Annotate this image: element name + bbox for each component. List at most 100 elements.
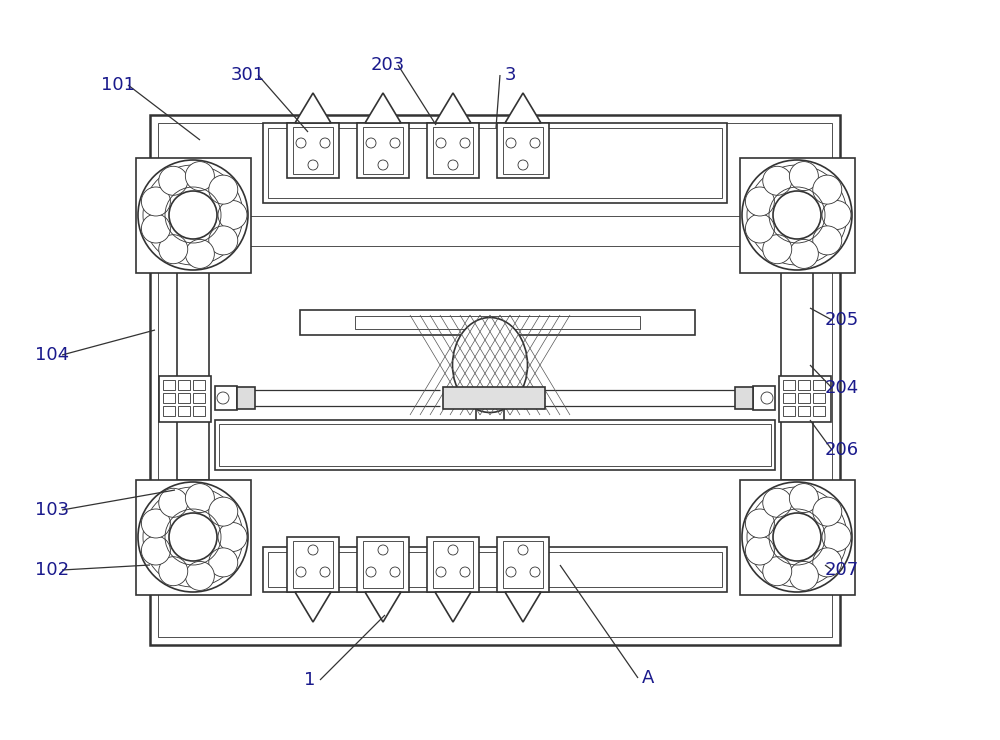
Circle shape bbox=[813, 548, 842, 577]
Bar bbox=[427, 537, 479, 592]
Bar bbox=[781, 272, 813, 480]
Circle shape bbox=[518, 160, 528, 170]
Circle shape bbox=[218, 522, 247, 551]
Bar bbox=[268, 552, 722, 587]
Bar bbox=[163, 406, 175, 416]
Bar bbox=[193, 380, 205, 390]
Bar bbox=[813, 380, 825, 390]
Circle shape bbox=[209, 175, 238, 204]
Circle shape bbox=[530, 138, 540, 148]
Circle shape bbox=[789, 562, 818, 591]
Bar bbox=[357, 123, 409, 178]
Text: 206: 206 bbox=[825, 441, 859, 459]
Text: 1: 1 bbox=[304, 671, 316, 689]
Circle shape bbox=[308, 160, 318, 170]
Bar bbox=[237, 387, 255, 409]
Circle shape bbox=[185, 562, 214, 591]
Bar bbox=[158, 216, 832, 246]
Text: 204: 204 bbox=[825, 379, 859, 397]
Bar bbox=[503, 541, 543, 588]
Bar bbox=[357, 537, 409, 592]
Bar bbox=[268, 128, 722, 198]
Bar bbox=[159, 376, 211, 422]
Bar bbox=[177, 272, 209, 480]
Circle shape bbox=[448, 545, 458, 555]
Circle shape bbox=[159, 488, 188, 517]
Circle shape bbox=[378, 545, 388, 555]
Circle shape bbox=[141, 536, 170, 565]
Circle shape bbox=[366, 567, 376, 577]
Circle shape bbox=[813, 175, 842, 204]
Circle shape bbox=[813, 226, 842, 255]
Polygon shape bbox=[435, 592, 471, 622]
Circle shape bbox=[763, 556, 792, 585]
Bar bbox=[427, 123, 479, 178]
Text: 102: 102 bbox=[35, 561, 69, 579]
Circle shape bbox=[159, 166, 188, 195]
Circle shape bbox=[448, 160, 458, 170]
Circle shape bbox=[460, 567, 470, 577]
Text: 301: 301 bbox=[231, 66, 265, 84]
Circle shape bbox=[320, 138, 330, 148]
Bar bbox=[497, 123, 549, 178]
Circle shape bbox=[763, 166, 792, 195]
Bar bbox=[740, 480, 855, 595]
Bar bbox=[219, 424, 771, 466]
Bar bbox=[293, 541, 333, 588]
Bar bbox=[193, 406, 205, 416]
Circle shape bbox=[518, 545, 528, 555]
Bar bbox=[136, 158, 251, 273]
Ellipse shape bbox=[452, 317, 528, 412]
Bar bbox=[783, 380, 795, 390]
Bar bbox=[215, 386, 237, 410]
Circle shape bbox=[378, 160, 388, 170]
Circle shape bbox=[745, 187, 774, 216]
Bar bbox=[813, 393, 825, 403]
Circle shape bbox=[745, 536, 774, 565]
Bar bbox=[287, 537, 339, 592]
Text: 3: 3 bbox=[504, 66, 516, 84]
Circle shape bbox=[436, 567, 446, 577]
Circle shape bbox=[141, 509, 170, 538]
Polygon shape bbox=[435, 93, 471, 123]
Bar bbox=[783, 393, 795, 403]
Bar bbox=[163, 380, 175, 390]
Circle shape bbox=[169, 513, 217, 561]
Circle shape bbox=[436, 138, 446, 148]
Text: 205: 205 bbox=[825, 311, 859, 329]
Circle shape bbox=[141, 214, 170, 243]
Bar bbox=[503, 127, 543, 174]
Bar bbox=[813, 406, 825, 416]
Circle shape bbox=[390, 567, 400, 577]
Circle shape bbox=[773, 191, 821, 239]
Circle shape bbox=[822, 201, 851, 229]
Circle shape bbox=[218, 201, 247, 229]
Circle shape bbox=[138, 160, 248, 270]
Bar bbox=[735, 387, 753, 409]
Circle shape bbox=[296, 567, 306, 577]
Circle shape bbox=[822, 522, 851, 551]
Bar bbox=[433, 541, 473, 588]
Bar bbox=[300, 310, 695, 335]
Circle shape bbox=[185, 484, 214, 513]
Text: 207: 207 bbox=[825, 561, 859, 579]
Bar bbox=[178, 406, 190, 416]
Polygon shape bbox=[295, 93, 331, 123]
Polygon shape bbox=[295, 592, 331, 622]
Bar bbox=[158, 123, 832, 637]
Circle shape bbox=[789, 161, 818, 191]
Bar bbox=[287, 123, 339, 178]
Circle shape bbox=[789, 484, 818, 513]
Circle shape bbox=[217, 392, 229, 404]
Bar bbox=[150, 115, 840, 645]
Bar bbox=[443, 387, 545, 409]
Circle shape bbox=[390, 138, 400, 148]
Circle shape bbox=[159, 556, 188, 585]
Bar bbox=[215, 420, 775, 470]
Bar bbox=[798, 380, 810, 390]
Bar bbox=[263, 547, 727, 592]
Bar bbox=[363, 127, 403, 174]
Circle shape bbox=[185, 240, 214, 269]
Polygon shape bbox=[365, 592, 401, 622]
Circle shape bbox=[761, 392, 773, 404]
